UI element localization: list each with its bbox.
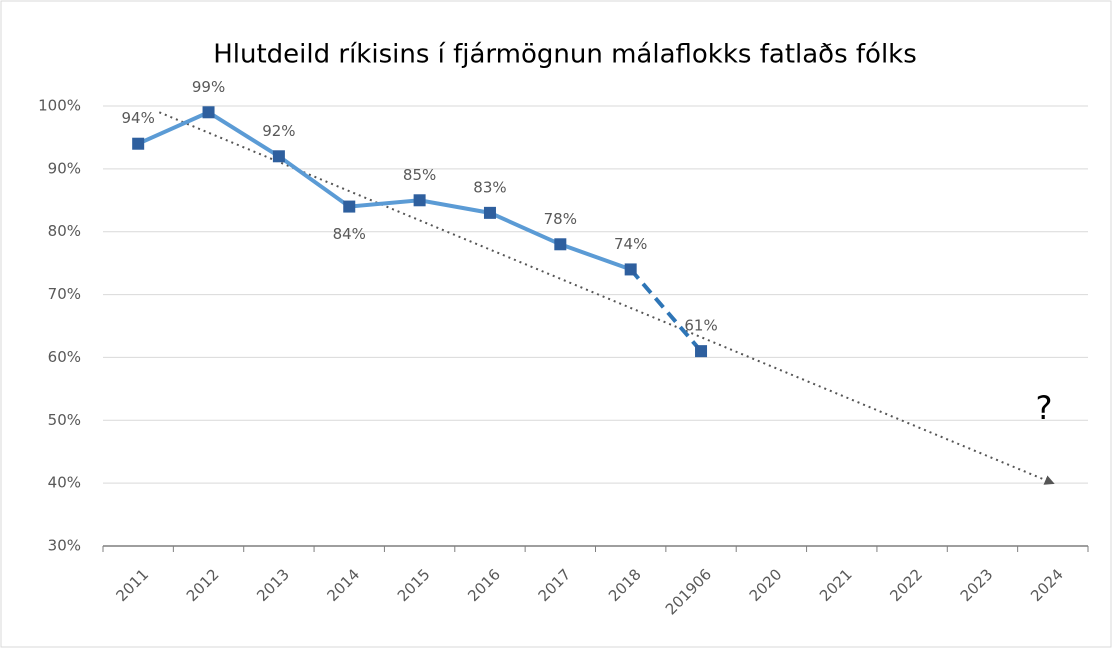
y-tick-label: 80%	[48, 222, 81, 240]
data-label: 61%	[684, 317, 717, 335]
data-label: 84%	[333, 225, 366, 243]
marker	[554, 238, 567, 251]
data-label: 99%	[192, 78, 225, 96]
data-label: 85%	[403, 166, 436, 184]
y-tick-label: 90%	[48, 159, 81, 177]
y-tick-label: 70%	[48, 285, 81, 303]
y-tick-label: 100%	[38, 97, 81, 115]
marker	[272, 150, 285, 163]
marker	[624, 263, 637, 276]
marker	[202, 106, 215, 119]
data-label: 92%	[262, 122, 295, 140]
y-tick-label: 60%	[48, 348, 81, 366]
series-line	[137, 110, 632, 272]
marker	[413, 194, 426, 207]
marker	[132, 137, 145, 150]
marker	[695, 345, 708, 358]
data-label: 78%	[544, 210, 577, 228]
data-label: 74%	[614, 235, 647, 253]
chart-title: Hlutdeild ríkisins í fjármögnun málaflok…	[213, 40, 917, 70]
marker	[343, 200, 356, 213]
annotation: ?	[1036, 389, 1053, 427]
y-tick-label: 40%	[48, 474, 81, 492]
marker	[483, 206, 496, 219]
data-label: 83%	[473, 178, 506, 196]
y-tick-label: 50%	[48, 411, 81, 429]
y-tick-label: 30%	[48, 537, 81, 555]
data-label: 94%	[122, 109, 155, 127]
